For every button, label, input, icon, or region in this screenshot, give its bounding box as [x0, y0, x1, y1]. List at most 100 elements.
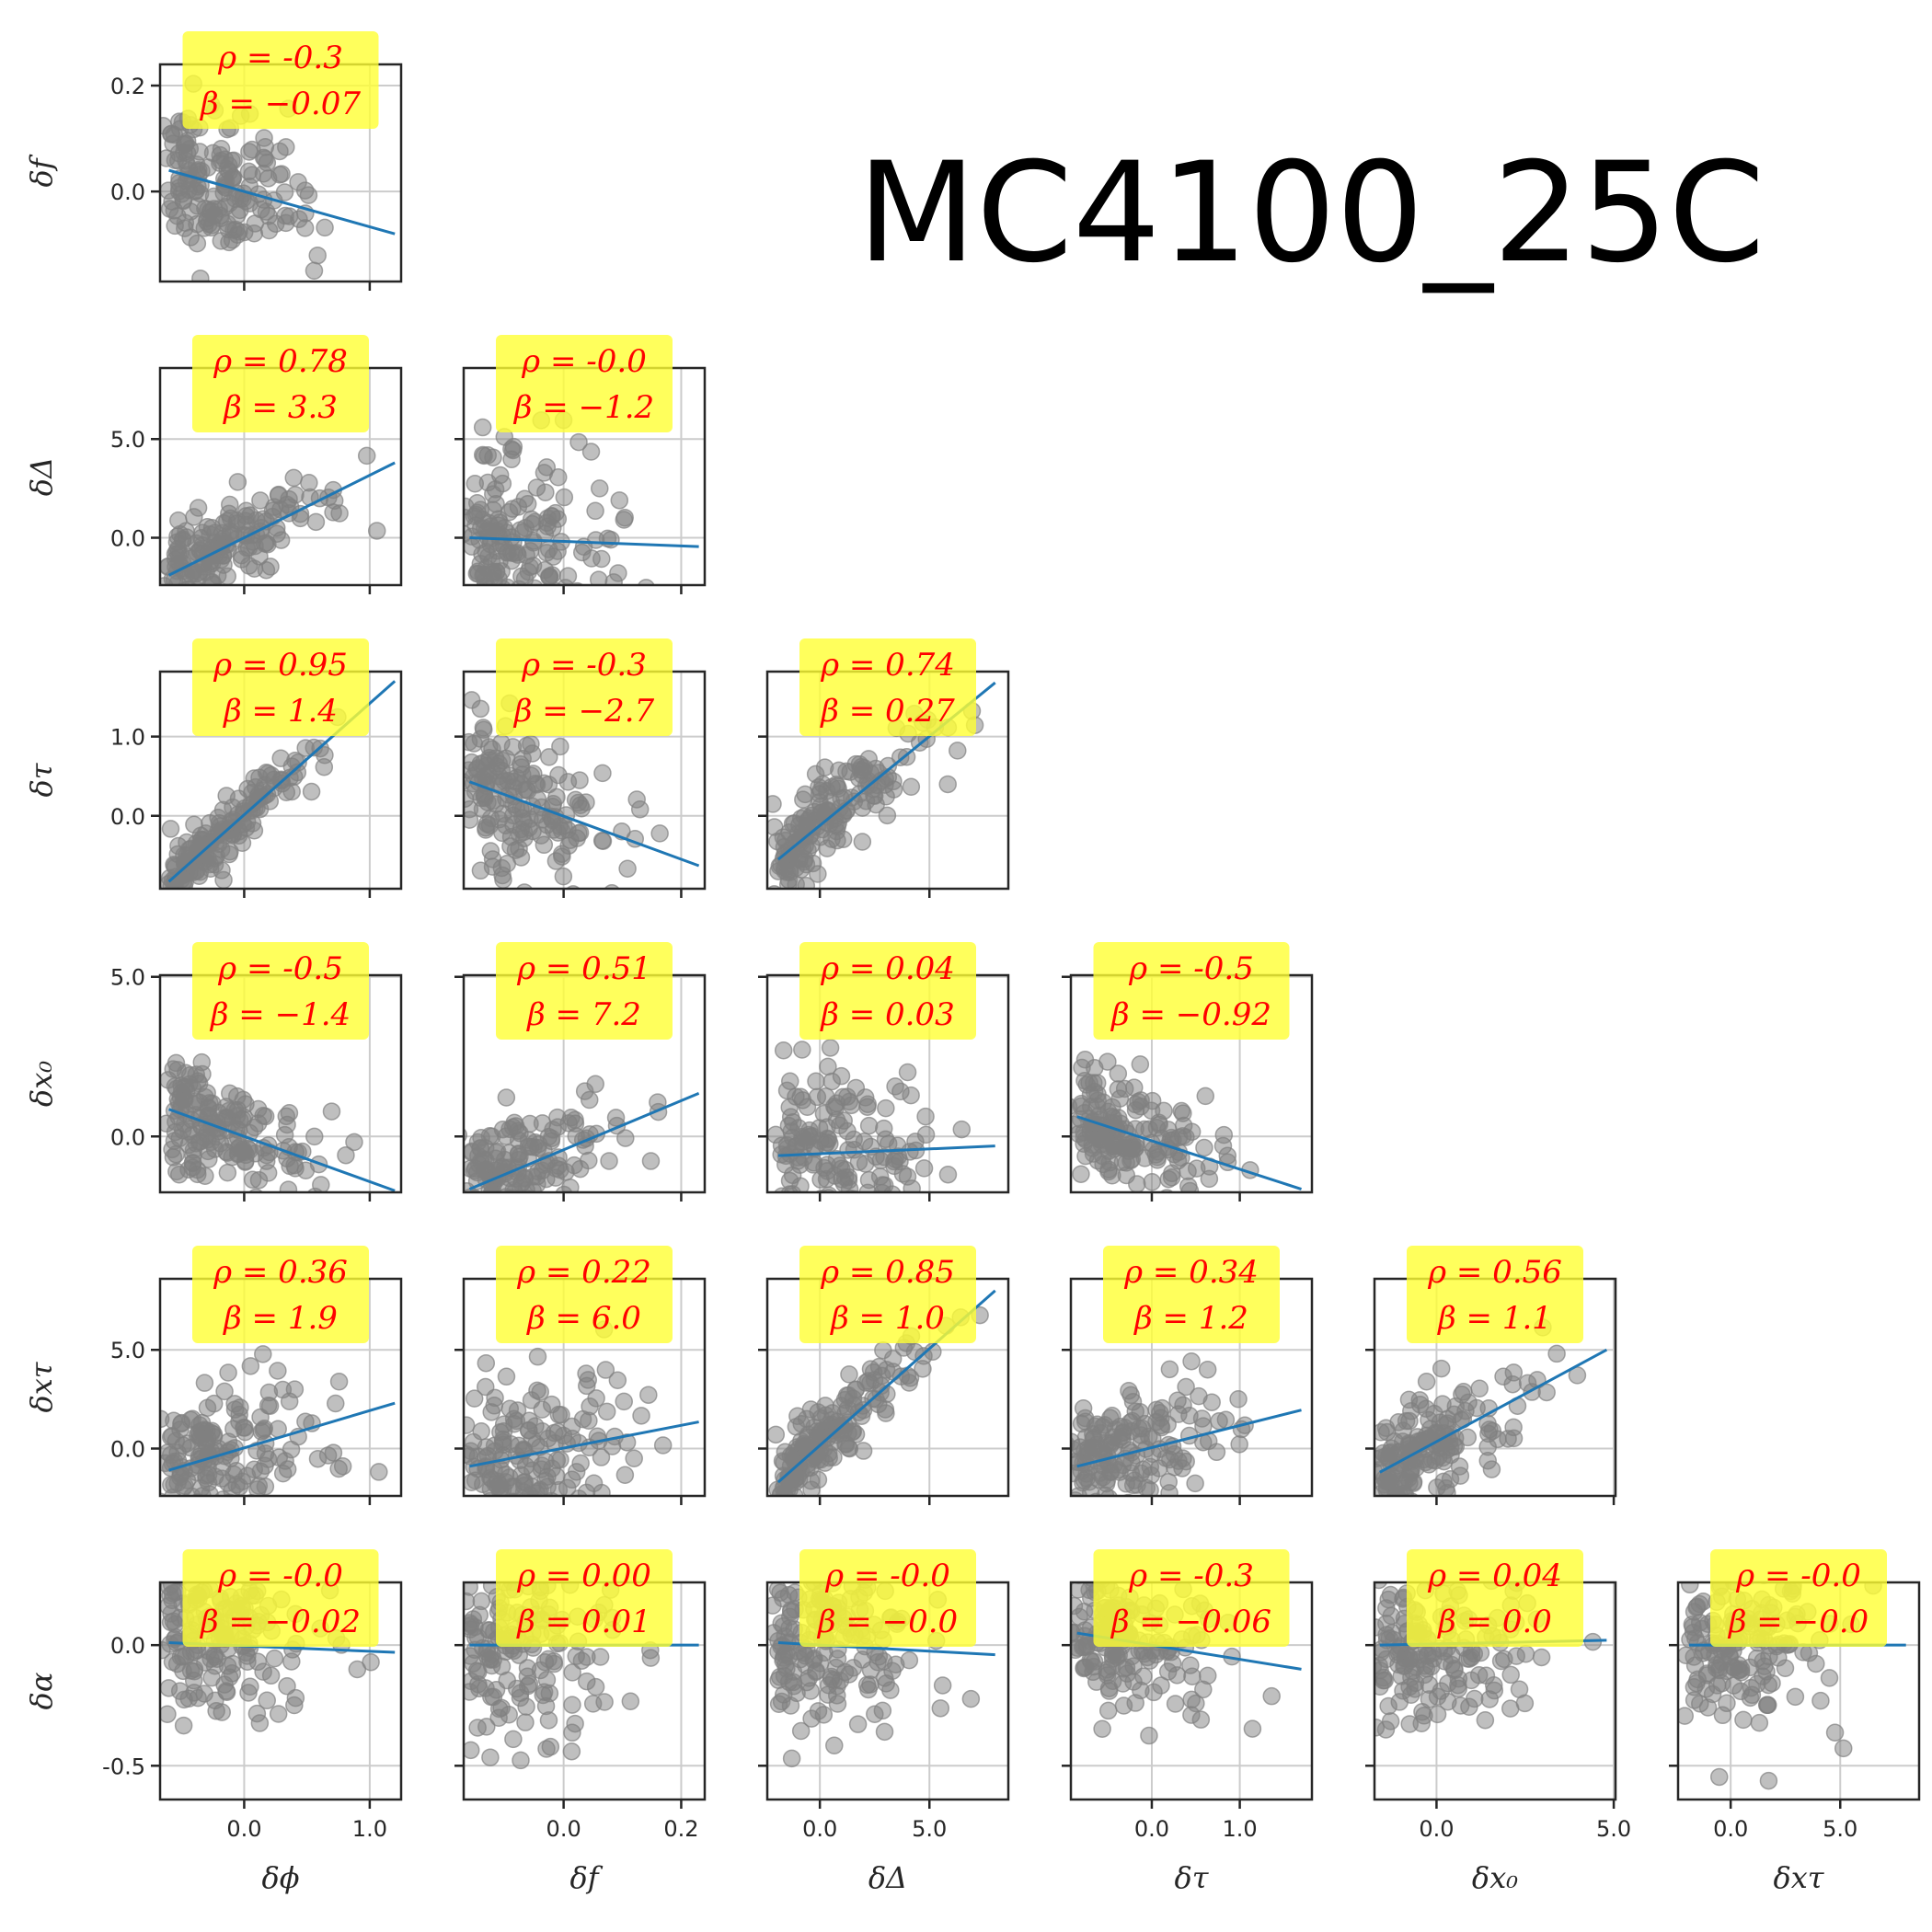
scatter-point — [228, 1087, 247, 1106]
scatter-point — [259, 221, 279, 240]
scatter-point — [1478, 1451, 1497, 1470]
scatter-point — [1098, 1701, 1118, 1720]
scatter-point — [572, 1651, 592, 1670]
figure-title: MC4100_25C — [857, 133, 1765, 293]
scatter-point — [526, 619, 543, 636]
scatter-point — [1165, 1494, 1174, 1496]
scatter-point — [1071, 1491, 1084, 1496]
scatter-point — [1077, 1636, 1097, 1655]
scatter-point — [1084, 1424, 1102, 1443]
annotation-box — [182, 31, 379, 129]
scatter-point — [638, 579, 655, 585]
y-tick-label: 0.0 — [110, 1437, 145, 1463]
scatter-point — [251, 1408, 270, 1427]
scatter-point — [832, 1066, 851, 1086]
scatter-point — [902, 1086, 920, 1105]
scatter-point — [160, 1640, 171, 1660]
scatter-point — [473, 418, 492, 437]
correlation-annotation: ρ = 0.22 β = 6.0 — [496, 1246, 673, 1343]
annotation-box — [496, 942, 673, 1040]
annotation-box — [799, 1549, 976, 1647]
scatter-point — [241, 1357, 260, 1375]
scatter-point — [563, 1723, 581, 1742]
x-tick-label: 0.0 — [1713, 1816, 1748, 1842]
scatter-point — [1750, 1713, 1769, 1732]
scatter-point — [1098, 1663, 1116, 1682]
annotation-box — [1093, 942, 1290, 1040]
panel-x0-vs-delta: ρ = 0.04 β = 0.03 — [758, 942, 1010, 1236]
scatter-point — [1091, 1440, 1110, 1458]
beta-value: β = −0.06 — [1110, 1604, 1271, 1640]
scatter-point — [258, 1691, 276, 1710]
scatter-point — [1109, 1080, 1128, 1098]
scatter-point — [1757, 1662, 1776, 1681]
scatter-point — [465, 1389, 484, 1408]
scatter-point — [535, 835, 554, 855]
scatter-point — [531, 1383, 550, 1401]
scatter-point — [186, 862, 205, 880]
scatter-point — [261, 1666, 281, 1685]
scatter-point — [265, 1649, 284, 1668]
scatter-point — [497, 543, 516, 562]
scatter-point — [285, 1156, 304, 1175]
scatter-point — [217, 1683, 236, 1702]
scatter-point — [949, 742, 967, 760]
scatter-point — [204, 187, 224, 206]
scatter-point — [916, 1125, 936, 1144]
scatter-point — [600, 1152, 618, 1170]
scatter-point — [773, 1220, 789, 1236]
scatter-point — [1099, 1162, 1118, 1181]
scatter-point — [1381, 1712, 1400, 1731]
scatter-point — [159, 595, 176, 612]
scatter-point — [859, 750, 878, 768]
scatter-point — [533, 1400, 552, 1419]
scatter-point — [464, 772, 471, 790]
beta-value: β = −0.07 — [199, 86, 361, 122]
scatter-point — [586, 1075, 604, 1094]
scatter-point — [286, 751, 305, 770]
x-tick-label: 0.2 — [663, 1816, 698, 1842]
scatter-point — [367, 522, 386, 540]
y-tick-label: 5.0 — [110, 427, 145, 453]
y-tick-label: 5.0 — [110, 1338, 145, 1363]
scatter-point — [180, 1510, 197, 1526]
scatter-point — [1470, 1379, 1489, 1397]
scatter-point — [478, 446, 498, 465]
scatter-point — [900, 1374, 918, 1392]
scatter-point — [509, 1190, 521, 1192]
scatter-point — [490, 609, 507, 626]
scatter-point — [811, 1170, 830, 1189]
x-tick-label: 0.0 — [226, 1816, 261, 1842]
scatter-point — [1485, 1681, 1504, 1700]
scatter-point — [572, 543, 592, 562]
beta-value: β = 1.9 — [222, 1300, 338, 1337]
beta-value: β = 3.3 — [222, 389, 338, 426]
scatter-point — [254, 148, 273, 167]
scatter-point — [790, 1469, 809, 1489]
scatter-point — [1086, 1058, 1104, 1077]
fit-line — [168, 168, 396, 236]
scatter-point — [504, 1730, 523, 1749]
scatter-point — [160, 588, 177, 604]
scatter-point — [326, 1200, 342, 1216]
scatter-point — [808, 1191, 811, 1192]
panel-x0-vs-f: ρ = 0.51 β = 7.2 — [454, 942, 707, 1213]
scatter-point — [248, 1114, 268, 1133]
beta-value: β = −0.0 — [1727, 1604, 1869, 1640]
scatter-point — [254, 1345, 272, 1363]
scatter-point — [246, 214, 265, 233]
scatter-point — [853, 833, 872, 851]
beta-value: β = 0.27 — [819, 693, 955, 730]
scatter-point — [168, 574, 187, 585]
panel-tau-vs-delta: ρ = 0.74 β = 0.27 — [758, 638, 1010, 898]
scatter-point — [217, 787, 236, 805]
scatter-point — [475, 1197, 491, 1213]
scatter-point — [1394, 1682, 1412, 1700]
scatter-point — [179, 1689, 199, 1708]
scatter-point — [469, 1517, 486, 1534]
scatter-point — [820, 1186, 838, 1192]
annotation-box — [1407, 1246, 1583, 1343]
scatter-point — [837, 1202, 854, 1219]
